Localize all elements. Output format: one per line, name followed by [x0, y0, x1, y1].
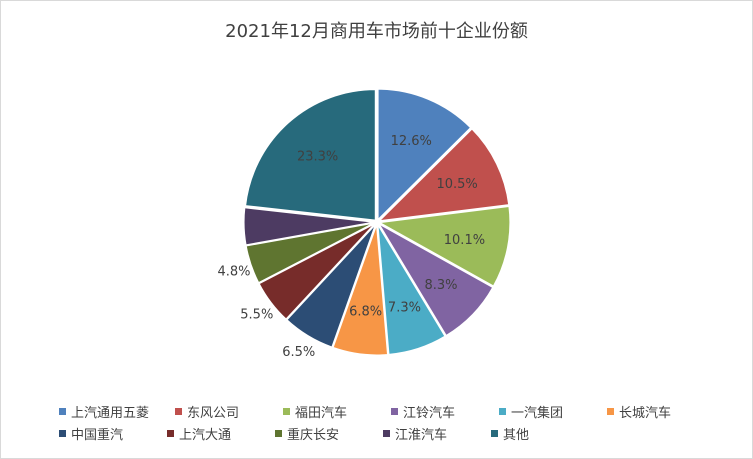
data-label-5: 7.3% [388, 301, 421, 316]
data-label-11: 23.3% [297, 150, 338, 165]
pie-slice-11 [244, 88, 377, 222]
legend-swatch [175, 407, 182, 415]
data-label-7: 6.5% [282, 345, 315, 360]
legend-row: 中国重汽 上汽大通 重庆长安 江淮汽车 其他 [59, 422, 719, 444]
pie-chart: 12.6% 10.5% 10.1% 8.3% 7.3% 6.8% 6.5% 5.5% 4.8% 2… [218, 88, 511, 360]
legend-swatch [275, 429, 282, 437]
data-label-6: 6.8% [349, 304, 382, 319]
legend-label: 上汽通用五菱 [71, 405, 150, 421]
legend-label: 福田汽车 [295, 405, 348, 421]
legend-swatch [391, 407, 398, 415]
legend-label: 东风公司 [187, 405, 240, 421]
legend-item: 江铃汽车 [391, 402, 499, 421]
legend-swatch [383, 429, 390, 437]
legend-label: 江淮汽车 [395, 427, 448, 443]
legend-item: 东风公司 [175, 402, 283, 421]
data-label-3: 10.1% [444, 233, 485, 248]
pie-slice-6 [331, 223, 389, 356]
legend-swatch [167, 429, 174, 437]
legend-label: 长城汽车 [619, 405, 672, 421]
pie-slice-3 [376, 205, 511, 288]
legend-swatch [499, 407, 506, 415]
legend-item: 重庆长安 [275, 424, 383, 443]
legend-swatch [491, 429, 498, 437]
legend-label: 其他 [503, 427, 530, 443]
legend-item: 上汽大通 [167, 424, 275, 443]
data-label-2: 10.5% [436, 177, 477, 192]
pie-slice-5 [376, 223, 447, 356]
legend-swatch [59, 407, 66, 415]
pie-slice-10 [243, 206, 375, 247]
legend-label: 重庆长安 [287, 427, 340, 443]
pie-slice-2 [376, 127, 510, 223]
legend-item: 江淮汽车 [383, 424, 491, 443]
legend-swatch [283, 407, 290, 415]
data-label-8: 5.5% [240, 307, 273, 322]
pie-slice-4 [376, 221, 494, 337]
legend-label: 江铃汽车 [403, 405, 456, 421]
chart-title: 2021年12月商用车市场前十企业份额 [225, 21, 528, 42]
legend-row: 上汽通用五菱 东风公司 福田汽车 江铃汽车 一汽集团 长城汽车 [59, 400, 719, 422]
legend-label: 上汽大通 [179, 427, 232, 443]
pie-slice-7 [285, 223, 377, 349]
pie-slice-1 [377, 88, 472, 222]
legend-item: 上汽通用五菱 [59, 402, 175, 421]
legend-label: 中国重汽 [71, 427, 124, 443]
legend-item: 福田汽车 [283, 402, 391, 421]
legend-swatch [59, 429, 66, 437]
legend-swatch [607, 407, 614, 415]
legend-label: 一汽集团 [511, 405, 564, 421]
legend-item: 其他 [491, 424, 599, 443]
legend-item: 一汽集团 [499, 402, 607, 421]
data-label-4: 8.3% [425, 278, 458, 293]
legend: 上汽通用五菱 东风公司 福田汽车 江铃汽车 一汽集团 长城汽车中国重汽 上汽大通 重庆长安 江淮… [59, 400, 719, 444]
legend-item: 中国重汽 [59, 424, 167, 443]
data-label-1: 12.6% [391, 134, 432, 149]
legend-item: 长城汽车 [607, 402, 715, 421]
data-label-9: 4.8% [218, 265, 251, 280]
